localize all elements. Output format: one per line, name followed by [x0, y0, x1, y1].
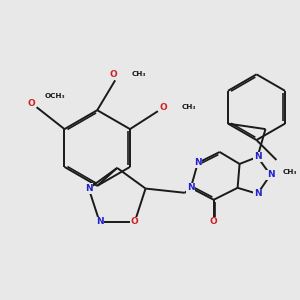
Text: N: N	[187, 183, 195, 192]
Text: N: N	[85, 184, 93, 193]
Text: N: N	[254, 189, 261, 198]
Text: N: N	[267, 170, 274, 179]
Text: N: N	[254, 152, 261, 161]
Text: O: O	[28, 99, 35, 108]
Text: CH₃: CH₃	[182, 104, 196, 110]
Text: O: O	[210, 217, 218, 226]
Text: N: N	[194, 158, 202, 167]
Text: CH₃: CH₃	[283, 169, 298, 175]
Text: CH₃: CH₃	[132, 71, 147, 77]
Text: O: O	[160, 103, 168, 112]
Text: N: N	[96, 218, 104, 226]
Text: O: O	[131, 218, 139, 226]
Text: O: O	[109, 70, 117, 79]
Text: OCH₃: OCH₃	[45, 93, 65, 99]
